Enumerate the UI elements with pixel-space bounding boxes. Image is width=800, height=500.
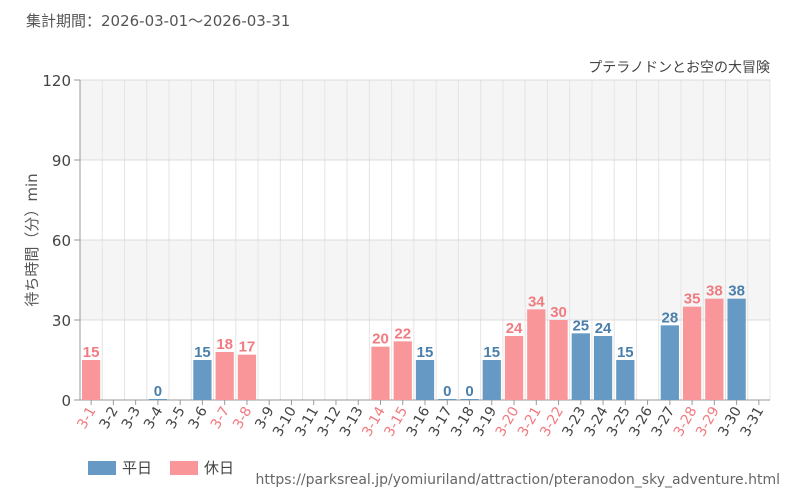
bar-3-1 [82,360,101,400]
bar-3-6 [193,360,212,400]
legend-swatch-holiday [170,460,199,475]
bar-3-24 [593,336,613,400]
source-url: https://parksreal.jp/yomiuriland/attract… [255,472,780,488]
y-tick-label: 0 [61,392,71,410]
value-label-3-6: 15 [194,344,211,361]
x-tick-label-3-8: 3-8 [230,404,255,432]
bar-3-19 [482,360,501,400]
value-label-3-8: 17 [239,339,256,356]
value-label-3-17: 0 [443,383,451,400]
period-label: 集計期間：2026-03-01～2026-03-31 [26,12,291,30]
legend-label-weekday: 平日 [122,459,153,477]
bar-3-4 [148,399,168,400]
x-tick-label-3-3: 3-3 [119,404,144,432]
legend-label-holiday: 休日 [204,459,235,477]
value-label-3-19: 15 [483,344,500,361]
bar-3-14 [371,346,390,400]
value-label-3-20: 24 [506,320,523,337]
grid-band [80,240,770,320]
value-label-3-27: 28 [661,309,678,326]
x-tick-label-3-1: 3-1 [74,404,99,432]
bar-3-23 [571,333,590,400]
x-tick-label-3-6: 3-6 [186,404,211,432]
y-axis-label: 待ち時間（分）min [23,173,41,306]
legend: 平日 休日 [88,457,234,478]
bar-3-16 [415,360,435,400]
chart-title: プテラノドンとお空の大冒険 [588,60,770,76]
bar-3-28 [682,306,702,400]
value-label-3-7: 18 [216,336,233,353]
value-label-3-16: 15 [417,344,434,361]
y-tick-label: 90 [52,152,71,170]
value-label-3-29: 38 [706,283,723,300]
bar-3-29 [705,298,724,400]
value-label-3-22: 30 [550,304,567,321]
legend-swatch-weekday [88,460,116,475]
legend-item-weekday: 平日 [88,457,152,478]
y-tick-label: 60 [52,232,71,250]
value-label-3-28: 35 [684,291,701,308]
bar-3-27 [660,325,679,400]
value-label-3-1: 15 [83,344,100,361]
value-label-3-23: 25 [572,317,589,334]
bar-3-21 [527,309,546,400]
bar-3-15 [393,341,412,400]
bar-3-25 [616,360,635,400]
legend-item-holiday: 休日 [170,457,234,478]
x-tick-label-3-7: 3-7 [208,404,233,432]
x-tick-label-3-5: 3-5 [163,404,188,432]
bar-3-8 [237,354,257,400]
bar-3-30 [727,298,746,400]
value-label-3-21: 34 [528,293,545,310]
value-label-3-14: 20 [372,331,389,348]
bar-3-18 [460,399,479,400]
bar-3-17 [438,399,457,400]
value-label-3-18: 0 [465,383,473,400]
value-label-3-4: 0 [154,383,162,400]
x-tick-label-3-4: 3-4 [141,404,166,432]
grid-band [80,80,770,160]
y-tick-label: 30 [52,312,71,330]
bar-3-7 [215,352,234,400]
value-label-3-25: 15 [617,344,634,361]
bar-3-22 [549,320,568,400]
bar-3-20 [504,336,524,400]
x-tick-label-3-2: 3-2 [97,404,122,432]
value-label-3-30: 38 [728,283,745,300]
x-tick-label-3-31: 3-31 [738,404,768,440]
y-tick-label: 120 [42,72,71,90]
value-label-3-15: 22 [394,325,411,342]
value-label-3-24: 24 [595,320,612,337]
